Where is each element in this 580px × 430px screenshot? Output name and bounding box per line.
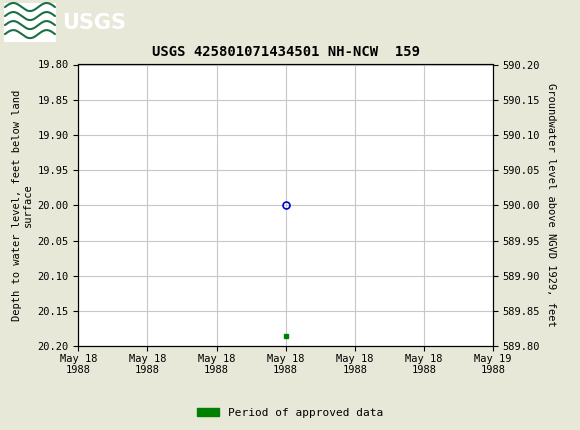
Y-axis label: Groundwater level above NGVD 1929, feet: Groundwater level above NGVD 1929, feet	[546, 83, 556, 327]
Bar	[4, 3, 56, 42]
Text: USGS: USGS	[62, 13, 126, 33]
Y-axis label: Depth to water level, feet below land
surface: Depth to water level, feet below land su…	[12, 90, 33, 321]
Legend: Period of approved data: Period of approved data	[193, 403, 387, 422]
Title: USGS 425801071434501 NH-NCW  159: USGS 425801071434501 NH-NCW 159	[151, 45, 420, 59]
